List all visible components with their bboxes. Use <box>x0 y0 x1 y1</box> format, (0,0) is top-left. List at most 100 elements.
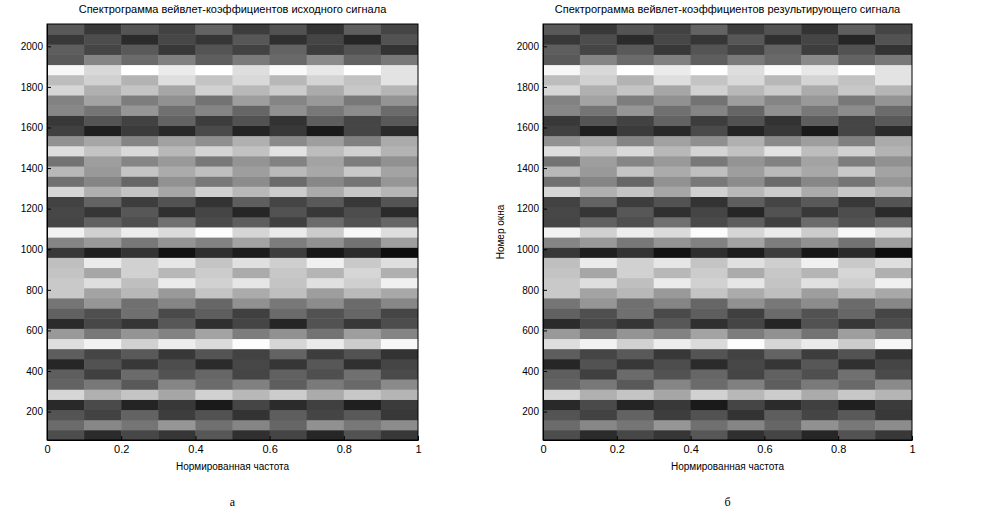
heatmap-cell <box>838 268 875 279</box>
heatmap-cell <box>307 166 345 177</box>
plot-frame <box>47 24 418 440</box>
heatmap-cell <box>691 379 728 390</box>
heatmap-cell <box>654 85 691 96</box>
heatmap-cell <box>270 339 308 350</box>
tick-mark <box>121 436 122 440</box>
heatmap-cell <box>381 95 418 106</box>
heatmap-cell <box>875 318 912 329</box>
heatmap-cell <box>195 95 233 106</box>
heatmap-cell <box>728 44 765 55</box>
heatmap-cell <box>84 186 122 197</box>
heatmap-cell <box>47 430 85 440</box>
tick-mark <box>617 436 618 440</box>
tick-label: 400 <box>522 366 539 377</box>
heatmap-cell <box>654 257 691 268</box>
tick-label: 1200 <box>21 203 44 214</box>
heatmap-cell <box>543 328 580 339</box>
heatmap-cell <box>84 308 122 319</box>
heatmap-cell <box>158 389 196 400</box>
heatmap-cell <box>764 288 801 299</box>
heatmap-cell <box>84 105 122 116</box>
heatmap-cell <box>838 278 875 289</box>
tick-mark <box>47 412 51 413</box>
heatmap-cell <box>84 34 122 45</box>
y-tick: 1400 <box>21 163 51 174</box>
tick-label: 0.8 <box>337 443 352 455</box>
heatmap-cell <box>764 65 801 76</box>
heatmap-cell <box>121 318 159 329</box>
heatmap-cell <box>764 75 801 86</box>
heatmap-cell <box>617 136 654 147</box>
heatmap-cell <box>764 318 801 329</box>
y-tick: 1600 <box>21 122 51 133</box>
heatmap-cell <box>233 389 271 400</box>
heatmap-cell <box>270 288 308 299</box>
heatmap-cell <box>580 217 617 228</box>
heatmap-cell <box>233 75 271 86</box>
heatmap-cell <box>801 410 838 421</box>
heatmap-cell <box>47 237 85 248</box>
heatmap-cell <box>875 288 912 299</box>
x-tick: 0.2 <box>610 436 625 455</box>
heatmap-cell <box>691 339 728 350</box>
heatmap-cell <box>764 217 801 228</box>
heatmap-cell <box>158 156 196 167</box>
heatmap-cell <box>195 298 233 309</box>
heatmap-cell <box>158 125 196 136</box>
heatmap-cell <box>47 217 85 228</box>
heatmap-cell <box>121 369 159 380</box>
tick-label: 200 <box>26 406 43 417</box>
heatmap-cell <box>691 237 728 248</box>
heatmap-cell <box>654 156 691 167</box>
heatmap-cell <box>195 156 233 167</box>
heatmap-cell <box>195 196 233 207</box>
heatmap-cell <box>580 44 617 55</box>
heatmap-cell <box>381 166 418 177</box>
heatmap-cell <box>121 75 159 86</box>
heatmap-cell <box>47 227 85 238</box>
heatmap-cell <box>84 410 122 421</box>
heatmap-cell <box>233 186 271 197</box>
heatmap-cell <box>617 389 654 400</box>
tick-label: 200 <box>522 406 539 417</box>
heatmap-cell <box>764 278 801 289</box>
heatmap-cell <box>344 278 382 289</box>
heatmap-cell <box>543 75 580 86</box>
heatmap-cell <box>543 186 580 197</box>
heatmap-cell <box>47 156 85 167</box>
heatmap-cell <box>617 379 654 390</box>
heatmap-cell <box>121 34 159 45</box>
heatmap-cell <box>875 156 912 167</box>
heatmap-cell <box>47 318 85 329</box>
tick-mark <box>543 127 547 128</box>
heatmap-cell <box>195 349 233 360</box>
panel-label: а <box>230 495 236 509</box>
heatmap-cell <box>728 95 765 106</box>
heatmap-cell <box>801 420 838 431</box>
heatmap-cell <box>728 196 765 207</box>
heatmap-cell <box>728 288 765 299</box>
heatmap-cell <box>617 227 654 238</box>
heatmap-cell <box>307 54 345 65</box>
heatmap-cell <box>875 430 912 440</box>
heatmap-cell <box>801 115 838 126</box>
heatmap-cell <box>875 268 912 279</box>
heatmap-cell <box>691 44 728 55</box>
heatmap-cell <box>728 227 765 238</box>
heatmap-cell <box>381 410 418 421</box>
heatmap-cell <box>121 308 159 319</box>
heatmap-cell <box>543 34 580 45</box>
heatmap-cell <box>381 65 418 76</box>
heatmap-cell <box>764 389 801 400</box>
tick-label: 1400 <box>517 163 540 174</box>
heatmap-cell <box>270 237 308 248</box>
heatmap-cell <box>728 115 765 126</box>
axis-line <box>544 440 913 441</box>
heatmap-cell <box>691 115 728 126</box>
heatmap-cell <box>728 349 765 360</box>
heatmap-cell <box>691 24 728 35</box>
tick-label: 1400 <box>21 163 44 174</box>
heatmap-cell <box>47 105 85 116</box>
heatmap-cell <box>47 54 85 65</box>
heatmap-cell <box>270 389 308 400</box>
